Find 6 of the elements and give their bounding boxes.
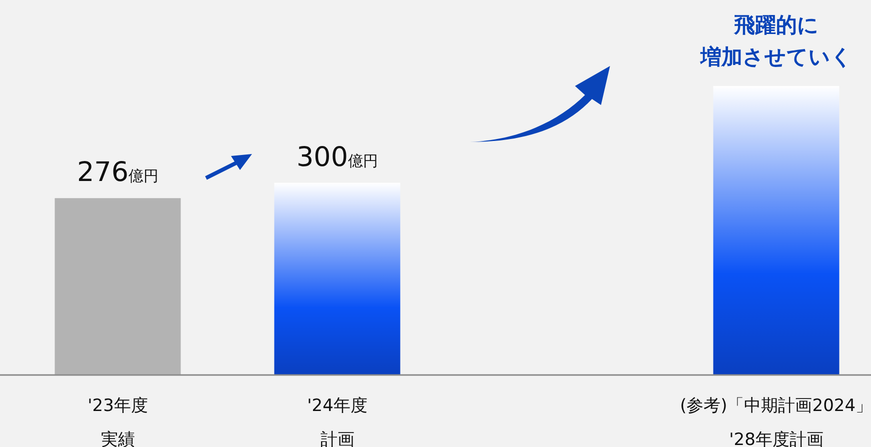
data-label: 300億円: [296, 142, 378, 173]
data-label: 276億円: [76, 157, 159, 188]
x-tick-label: (参考)「中期計画2024」'28年度計画: [680, 396, 871, 447]
annotation: 飛躍的に: [732, 13, 819, 37]
x-tick-label: '24年度計画: [307, 396, 368, 447]
annotation: 増加させていく: [699, 45, 852, 69]
